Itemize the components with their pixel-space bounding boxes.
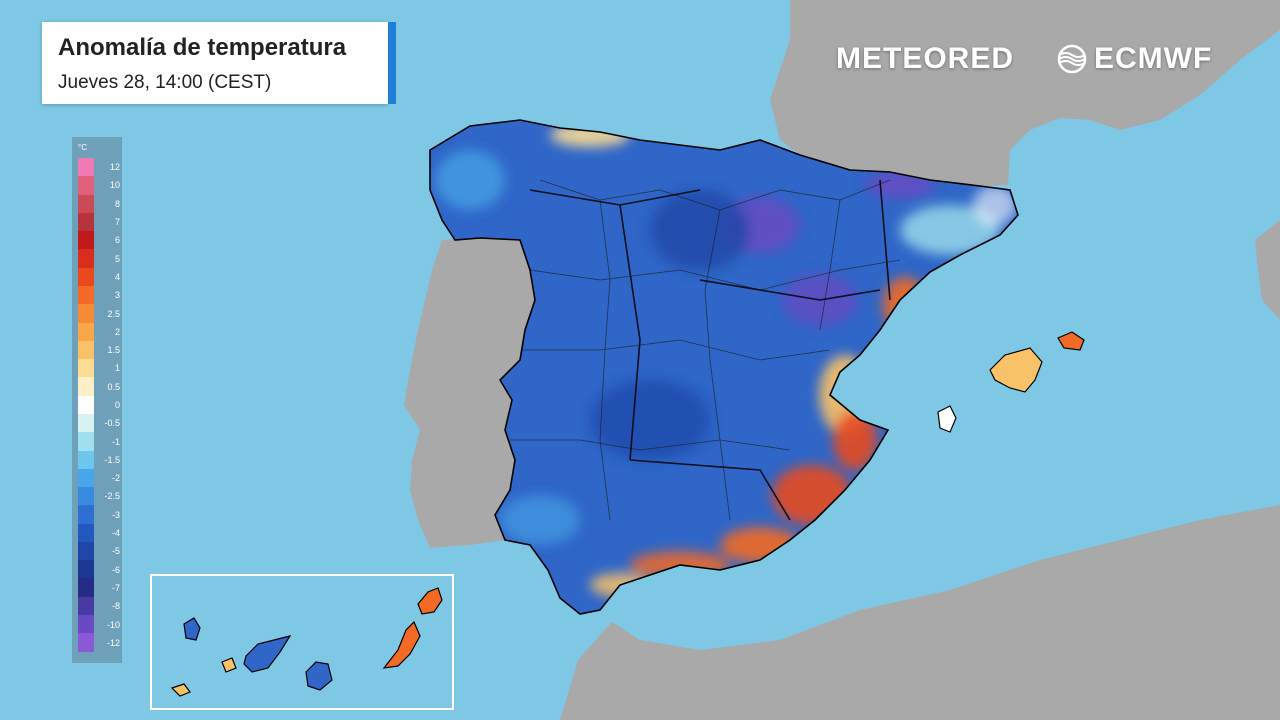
legend-swatch — [78, 377, 94, 396]
legend-label: -4 — [111, 528, 120, 539]
legend-label: 2.5 — [107, 308, 120, 319]
ecmwf-swirl-icon — [1057, 44, 1087, 74]
legend-label: 10 — [109, 180, 120, 191]
legend-swatch — [78, 176, 94, 195]
legend-swatch — [78, 285, 94, 305]
map-title: Anomalía de temperatura — [58, 34, 347, 61]
legend-label: 1.5 — [107, 345, 120, 356]
legend-label: -12 — [106, 637, 120, 648]
legend-label: -1.5 — [104, 454, 120, 465]
balearic-islands — [937, 331, 1085, 433]
legend-label: -3 — [111, 509, 120, 520]
legend-label: 3 — [114, 290, 120, 301]
legend-swatch — [78, 231, 94, 250]
legend-swatch — [78, 158, 94, 177]
map-subtitle: Jueves 28, 14:00 (CEST) — [58, 72, 272, 93]
italy-land — [1255, 220, 1280, 320]
legend-unit: °C — [78, 143, 87, 152]
legend-swatch — [78, 596, 94, 616]
legend-label: -5 — [111, 546, 120, 557]
legend-label: -7 — [111, 582, 120, 593]
ecmwf-logo-text: ECMWF — [1094, 42, 1213, 75]
portugal-land — [404, 238, 535, 548]
legend-label: -1 — [111, 436, 120, 447]
legend-label: 7 — [114, 217, 120, 228]
legend-label: -10 — [106, 619, 120, 630]
legend-swatch — [78, 578, 94, 597]
legend-swatch — [78, 304, 94, 323]
legend-label: 5 — [114, 253, 120, 264]
legend-label: 0 — [114, 400, 120, 410]
legend-swatch — [78, 249, 94, 268]
legend-swatch — [78, 194, 94, 213]
title-accent-bar — [388, 22, 396, 104]
legend-swatch — [78, 633, 94, 652]
legend-label: 2 — [114, 326, 120, 337]
legend-swatch — [78, 395, 94, 414]
legend-label: 0.5 — [107, 381, 120, 392]
legend-swatch — [78, 413, 94, 433]
legend-swatch — [78, 432, 94, 451]
legend-swatch — [78, 468, 94, 488]
legend-swatch — [78, 450, 94, 469]
legend-swatch — [78, 541, 94, 561]
legend-swatch — [78, 267, 94, 286]
canary-islands — [170, 587, 443, 697]
title-card: Anomalía de temperatura Jueves 28, 14:00… — [42, 22, 396, 104]
legend-swatch — [78, 487, 94, 506]
legend-swatch — [78, 615, 94, 634]
legend-label: -2.5 — [104, 491, 120, 502]
legend-swatch — [78, 359, 94, 378]
france-land — [770, 0, 1280, 186]
legend-swatch — [78, 523, 94, 542]
legend-label: -0.5 — [104, 418, 120, 429]
legend-label: -8 — [111, 601, 120, 612]
legend-label: 4 — [114, 271, 120, 282]
color-legend: °C 12 10 8 7 6 5 4 3 2.5 2 1.5 1 0.5 0 -0.5 -1 -1.5 -2 -2.… — [72, 137, 122, 663]
legend-swatch — [78, 560, 94, 579]
canary-inset-frame — [150, 574, 454, 710]
legend-swatch — [78, 322, 94, 341]
legend-swatch — [78, 340, 94, 360]
legend-label: -6 — [111, 564, 120, 575]
legend-label: 12 — [109, 162, 120, 173]
legend-color-bar — [78, 158, 94, 652]
legend-label: 8 — [114, 198, 120, 209]
meteored-logo: METEORED — [836, 42, 1015, 75]
legend-label: 6 — [114, 235, 120, 246]
africa-land — [560, 505, 1280, 720]
legend-label: -2 — [111, 473, 120, 484]
spain-coastline — [429, 119, 1019, 615]
legend-swatch — [78, 212, 94, 232]
legend-swatch — [78, 505, 94, 524]
legend-label: 1 — [114, 363, 120, 374]
